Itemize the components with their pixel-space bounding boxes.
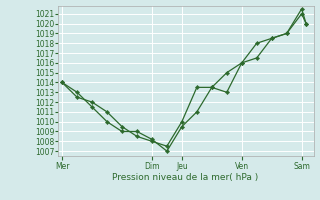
X-axis label: Pression niveau de la mer( hPa ): Pression niveau de la mer( hPa ): [112, 173, 259, 182]
